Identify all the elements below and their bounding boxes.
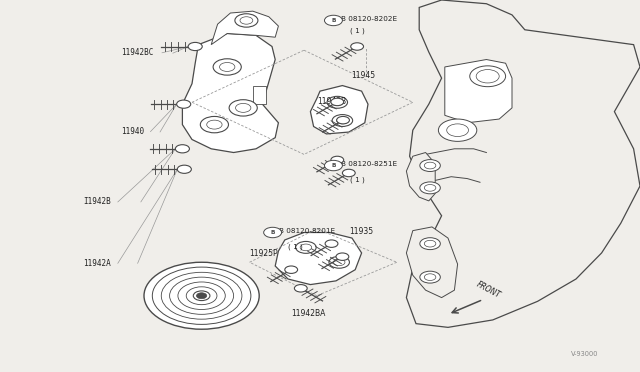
Circle shape: [200, 116, 228, 133]
Circle shape: [178, 282, 225, 310]
Text: B 08120-8251E: B 08120-8251E: [341, 161, 397, 167]
Text: 11942BC: 11942BC: [122, 48, 154, 57]
Circle shape: [424, 240, 436, 247]
Circle shape: [188, 42, 202, 51]
Text: 11942A: 11942A: [83, 259, 111, 268]
Polygon shape: [253, 86, 266, 104]
Circle shape: [342, 169, 355, 177]
Text: V-93000: V-93000: [571, 351, 598, 357]
Circle shape: [213, 59, 241, 75]
Circle shape: [207, 120, 222, 129]
Circle shape: [424, 274, 436, 280]
Circle shape: [332, 99, 343, 106]
Circle shape: [300, 244, 312, 251]
Circle shape: [337, 117, 348, 124]
Polygon shape: [445, 60, 512, 123]
Text: 11942BA: 11942BA: [291, 309, 326, 318]
Text: 11942B: 11942B: [317, 97, 346, 106]
Circle shape: [331, 156, 344, 164]
Circle shape: [327, 96, 348, 108]
Circle shape: [420, 182, 440, 194]
Circle shape: [152, 267, 251, 324]
Circle shape: [324, 160, 342, 171]
Circle shape: [336, 253, 349, 260]
Circle shape: [424, 185, 436, 191]
Polygon shape: [406, 153, 435, 201]
Circle shape: [325, 240, 338, 247]
Circle shape: [177, 165, 191, 173]
Circle shape: [220, 62, 235, 71]
Circle shape: [333, 259, 345, 266]
Text: ( 1 ): ( 1 ): [350, 177, 365, 183]
Circle shape: [337, 116, 349, 124]
Text: ( 1 ): ( 1 ): [350, 27, 365, 34]
Circle shape: [264, 227, 282, 238]
Circle shape: [186, 287, 217, 305]
Circle shape: [236, 103, 251, 112]
Circle shape: [420, 271, 440, 283]
Circle shape: [285, 266, 298, 273]
Circle shape: [351, 43, 364, 50]
Polygon shape: [406, 0, 640, 327]
Circle shape: [193, 291, 210, 301]
Text: 11940: 11940: [122, 127, 145, 136]
Circle shape: [447, 124, 468, 137]
Circle shape: [420, 238, 440, 250]
Text: B: B: [332, 163, 335, 168]
Circle shape: [332, 115, 353, 126]
Polygon shape: [275, 232, 362, 285]
Circle shape: [420, 160, 440, 171]
Text: B 08120-8201E: B 08120-8201E: [279, 228, 335, 234]
Circle shape: [476, 70, 499, 83]
Polygon shape: [182, 33, 278, 153]
Circle shape: [196, 293, 207, 299]
Text: B: B: [271, 230, 275, 235]
Circle shape: [324, 15, 342, 26]
Circle shape: [235, 14, 258, 27]
Circle shape: [177, 100, 191, 108]
Circle shape: [144, 262, 259, 329]
Circle shape: [331, 98, 344, 106]
Circle shape: [438, 119, 477, 141]
Circle shape: [470, 66, 506, 87]
Circle shape: [329, 256, 349, 268]
Circle shape: [170, 277, 234, 314]
Text: 11945: 11945: [351, 71, 375, 80]
Polygon shape: [406, 227, 458, 298]
Text: 11925P: 11925P: [250, 249, 278, 258]
Text: 11935: 11935: [349, 227, 374, 236]
Circle shape: [424, 162, 436, 169]
Circle shape: [175, 145, 189, 153]
Text: FRONT: FRONT: [475, 279, 502, 299]
Text: B 08120-8202E: B 08120-8202E: [341, 16, 397, 22]
Circle shape: [296, 241, 316, 253]
Circle shape: [294, 285, 307, 292]
Polygon shape: [211, 11, 278, 45]
Polygon shape: [310, 86, 368, 134]
Text: B: B: [332, 18, 335, 23]
Text: ( 1 ): ( 1 ): [288, 244, 303, 250]
Circle shape: [161, 272, 242, 319]
Circle shape: [229, 100, 257, 116]
Circle shape: [240, 17, 253, 24]
Text: I1942B: I1942B: [83, 198, 111, 206]
